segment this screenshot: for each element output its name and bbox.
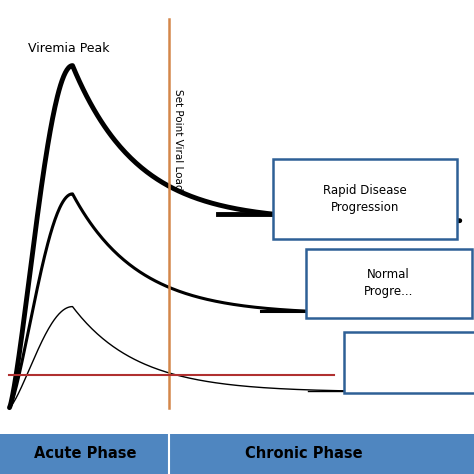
Text: Rapid Disease
Progression: Rapid Disease Progression (323, 184, 407, 214)
FancyBboxPatch shape (273, 159, 457, 239)
Text: Acute Phase: Acute Phase (34, 447, 137, 461)
FancyBboxPatch shape (306, 249, 472, 318)
Text: Set Point Viral Load: Set Point Viral Load (173, 89, 183, 191)
Text: Chronic Phase: Chronic Phase (245, 447, 362, 461)
Text: Normal
Progre...: Normal Progre... (364, 268, 413, 298)
Text: Viremia Peak: Viremia Peak (28, 42, 110, 55)
FancyBboxPatch shape (344, 332, 474, 393)
Bar (0, 434, 474, 474)
